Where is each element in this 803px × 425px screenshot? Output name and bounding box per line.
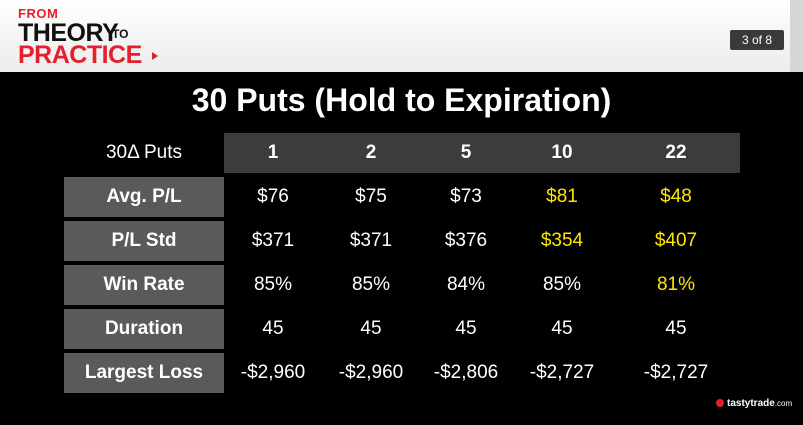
table-row: Duration 45 45 45 45 45 (64, 309, 740, 349)
brand-logo: tastytrade.com (716, 398, 792, 409)
brand-name: tastytrade (727, 398, 775, 409)
column-header: 22 (612, 133, 740, 173)
table-row: Avg. P/L $76 $75 $73 $81 $48 (64, 177, 740, 217)
table-cell: 85% (351, 274, 391, 295)
table-cell: $75 (355, 186, 387, 207)
table-cell: $371 (349, 230, 393, 251)
corner-label: 30Δ Puts (64, 133, 224, 173)
table-cell: $376 (444, 230, 488, 251)
table-row: Largest Loss -$2,960 -$2,960 -$2,806 -$2… (64, 353, 740, 393)
table-cell: $73 (450, 186, 482, 207)
header-banner: FROM THEORY TO PRACTICE 3 of 8 (0, 0, 803, 72)
logo-arrow-icon (152, 52, 158, 60)
brand-dot-icon (716, 399, 724, 408)
logo-from: FROM (18, 6, 59, 21)
table-cell: 45 (665, 318, 687, 339)
table-cell: -$2,806 (433, 362, 499, 383)
table-cell: -$2,960 (338, 362, 404, 383)
table-cell: 45 (360, 318, 382, 339)
table-cell: 85% (542, 274, 582, 295)
row-label: Duration (64, 309, 224, 349)
table-cell: -$2,727 (529, 362, 595, 383)
table-cell: 84% (446, 274, 486, 295)
row-label: Avg. P/L (64, 177, 224, 217)
row-label: P/L Std (64, 221, 224, 261)
table-cell-highlighted: 81% (656, 274, 696, 295)
logo-theory: THEORY (18, 19, 119, 47)
row-label: Largest Loss (64, 353, 224, 393)
table-cell: $76 (257, 186, 289, 207)
table-cell-highlighted: $354 (540, 230, 584, 251)
table-header-row: 30Δ Puts 1 2 5 10 22 (64, 133, 740, 173)
column-header: 10 (512, 133, 612, 173)
logo-practice: PRACTICE (18, 41, 142, 69)
table-cell: -$2,960 (240, 362, 306, 383)
results-table: 30Δ Puts 1 2 5 10 22 Avg. P/L $76 $75 $7… (64, 129, 740, 397)
column-header: 1 (224, 133, 322, 173)
table-cell: $371 (251, 230, 295, 251)
table-row: Win Rate 85% 85% 84% 85% 81% (64, 265, 740, 305)
table-cell: 45 (455, 318, 477, 339)
brand-suffix: .com (774, 399, 793, 408)
table-cell-highlighted: $48 (660, 186, 692, 207)
table-cell: -$2,727 (643, 362, 709, 383)
table-row: P/L Std $371 $371 $376 $354 $407 (64, 221, 740, 261)
column-header: 5 (420, 133, 512, 173)
row-label: Win Rate (64, 265, 224, 305)
column-header: 2 (322, 133, 420, 173)
table-cell: 45 (262, 318, 284, 339)
slide-title: 30 Puts (Hold to Expiration) (191, 82, 612, 118)
table-cell: 45 (551, 318, 573, 339)
table-cell: 85% (253, 274, 293, 295)
table-cell-highlighted: $81 (546, 186, 578, 207)
logo-to: TO (112, 27, 129, 41)
page-indicator: 3 of 8 (730, 30, 784, 50)
edge-bar (790, 0, 803, 72)
table-cell-highlighted: $407 (654, 230, 698, 251)
